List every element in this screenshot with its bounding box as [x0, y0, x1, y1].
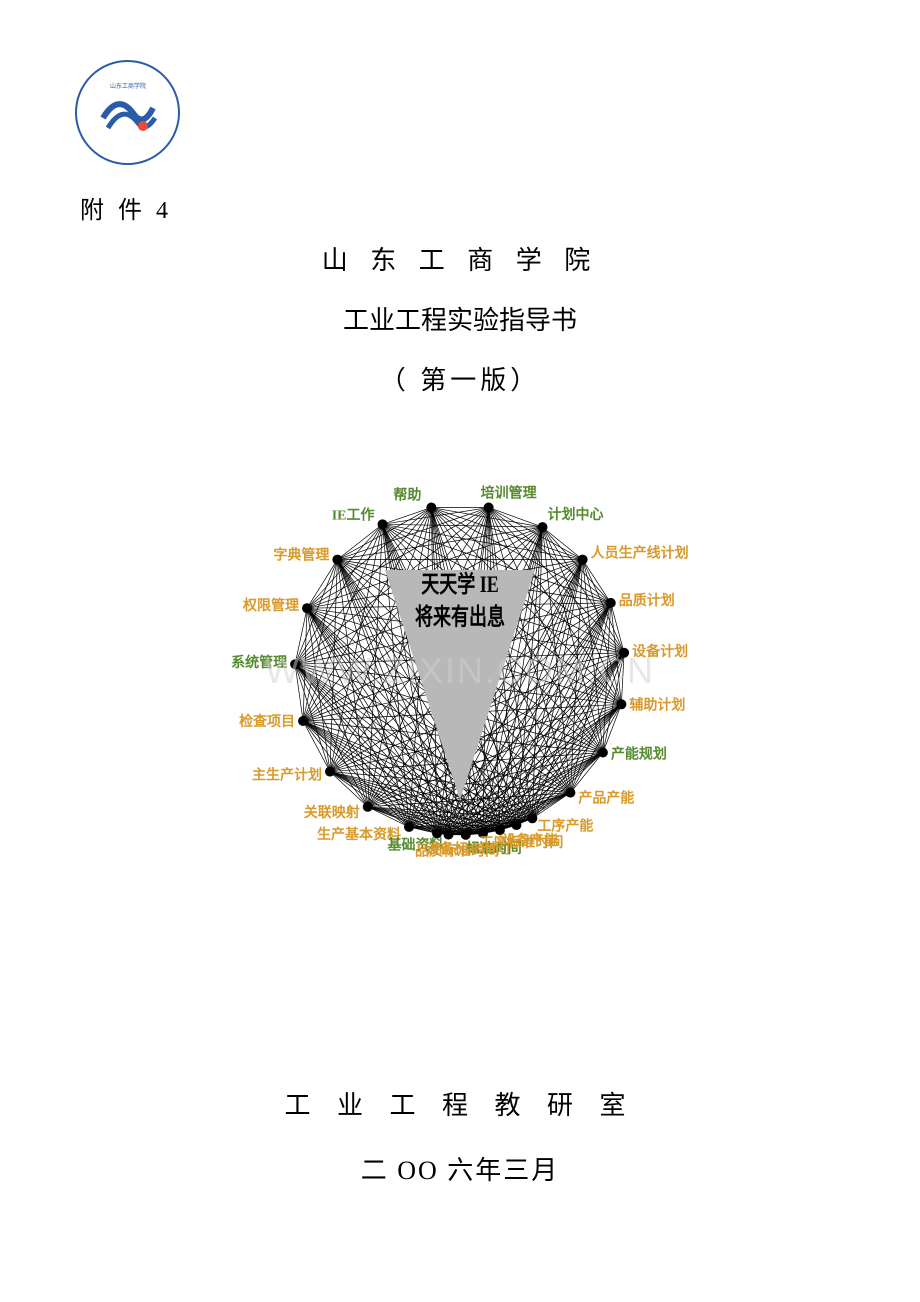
- title-institution: 山 东 工 商 学 院: [0, 240, 920, 277]
- svg-text:辅助计划: 辅助计划: [629, 696, 685, 713]
- svg-text:系统管理: 系统管理: [231, 654, 287, 671]
- svg-text:培训管理: 培训管理: [481, 485, 537, 502]
- svg-text:品质标准时间: 品质标准时间: [415, 842, 499, 859]
- network-diagram: 天天学 IE 将来有出息 帮助 培训管理 IE工作 计划中心字典管理 人员生产线计划权限管…: [150, 440, 770, 900]
- svg-text:检查项目: 检查项目: [239, 713, 295, 730]
- svg-text:天天学 IE: 天天学 IE: [421, 571, 498, 598]
- svg-text:关联映射: 关联映射: [304, 804, 360, 821]
- svg-text:工序产能: 工序产能: [537, 817, 593, 834]
- svg-text:主生产计划: 主生产计划: [252, 767, 322, 784]
- title-document: 工业工程实验指导书: [0, 300, 920, 337]
- svg-text:品质计划: 品质计划: [619, 592, 675, 609]
- logo-wave-icon: 山东工商学院: [93, 78, 163, 148]
- footer-department: 工 业 工 程 教 研 室: [0, 1085, 920, 1122]
- title-version: （ 第一版）: [0, 360, 920, 397]
- svg-text:山东工商学院: 山东工商学院: [109, 82, 145, 90]
- diagram-svg: 天天学 IE 将来有出息 帮助 培训管理 IE工作 计划中心字典管理 人员生产线计划权限管…: [150, 440, 770, 900]
- svg-text:产品产能: 产品产能: [578, 790, 634, 807]
- svg-text:字典管理: 字典管理: [273, 547, 329, 564]
- svg-text:IE工作: IE工作: [332, 506, 375, 523]
- svg-text:设备计划: 设备计划: [632, 643, 688, 660]
- svg-text:人员生产线计划: 人员生产线计划: [591, 545, 689, 562]
- svg-text:权限管理: 权限管理: [242, 597, 299, 614]
- logo-circle: 山东工商学院: [75, 60, 180, 165]
- svg-text:产能规划: 产能规划: [611, 746, 667, 763]
- footer-date: 二 OO 六年三月: [0, 1150, 920, 1187]
- school-logo: 山东工商学院: [75, 60, 180, 165]
- attachment-label: 附 件 4: [80, 190, 172, 225]
- svg-text:将来有出息: 将来有出息: [415, 603, 505, 630]
- svg-text:计划中心: 计划中心: [548, 506, 604, 523]
- svg-text:帮助: 帮助: [393, 487, 421, 504]
